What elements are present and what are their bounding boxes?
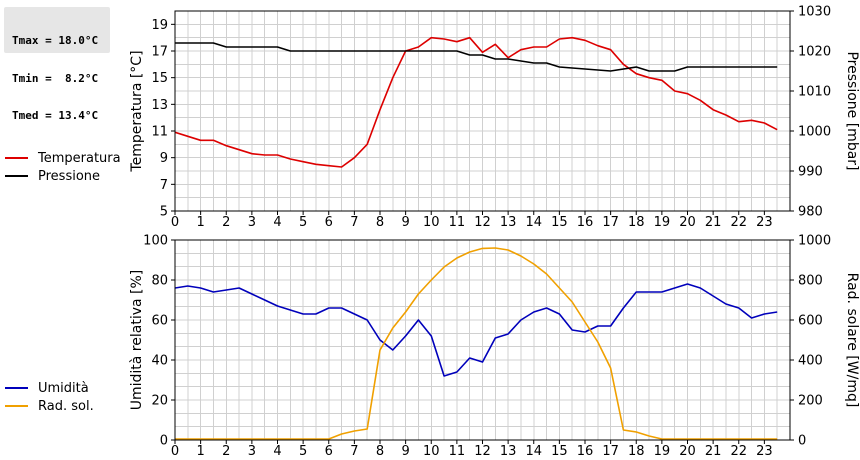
chart1-x-tick-label: 15 — [551, 215, 568, 230]
chart2-x-tick-label: 1 — [196, 444, 204, 459]
chart2-legend-label-humidity: Umidità — [38, 381, 89, 396]
chart1-yleft-tick-label: 19 — [151, 18, 168, 33]
chart1-x-tick-label: 7 — [350, 215, 358, 230]
chart1-x-tick-label: 11 — [449, 215, 466, 230]
chart2-x-tick-label: 7 — [350, 444, 358, 459]
chart2-legend-label-radiation: Rad. sol. — [38, 399, 94, 414]
chart2-x-tick-label: 0 — [171, 444, 179, 459]
chart1-yleft-tick-label: 5 — [160, 205, 168, 220]
chart2-x-tick-label: 4 — [273, 444, 281, 459]
chart2-x-tick-label: 8 — [376, 444, 384, 459]
chart2-x-tick-label: 3 — [248, 444, 256, 459]
chart1-x-tick-label: 16 — [577, 215, 594, 230]
chart2-x-tick-label: 14 — [525, 444, 542, 459]
chart1-x-tick-label: 13 — [500, 215, 517, 230]
chart2-yleft-tick-label: 20 — [151, 394, 168, 409]
chart1-yleft-tick-label: 7 — [160, 178, 168, 193]
chart2-x-tick-label: 10 — [423, 444, 440, 459]
chart2-yright-tick-label: 1000 — [798, 234, 831, 249]
chart1-x-tick-label: 20 — [679, 215, 696, 230]
chart1-yright-tick-label: 1020 — [798, 45, 831, 60]
chart2-yright-tick-label: 800 — [798, 274, 823, 289]
chart1-yright-tick-label: 1030 — [798, 5, 831, 20]
chart2-yleft-tick-label: 40 — [151, 354, 168, 369]
chart2-yright-tick-label: 400 — [798, 354, 823, 369]
chart2-x-tick-label: 17 — [602, 444, 619, 459]
chart2-yleft-tick-label: 80 — [151, 274, 168, 289]
chart1-x-tick-label: 2 — [222, 215, 230, 230]
chart1-x-tick-label: 23 — [756, 215, 773, 230]
chart1-yright-axis-title: Pressione [mbar] — [844, 51, 860, 170]
chart2-x-tick-label: 11 — [449, 444, 466, 459]
chart2-yleft-tick-label: 100 — [143, 234, 168, 249]
chart2-x-tick-label: 21 — [705, 444, 722, 459]
chart1-x-tick-label: 1 — [196, 215, 204, 230]
chart1-x-tick-label: 6 — [325, 215, 333, 230]
chart2-x-tick-label: 2 — [222, 444, 230, 459]
stat-tmed: Tmed = 13.4°C — [12, 109, 99, 122]
chart2-x-tick-label: 13 — [500, 444, 517, 459]
chart1-yleft-tick-label: 9 — [160, 151, 168, 166]
stat-tmin: Tmin = 8.2°C — [12, 71, 99, 85]
chart2-yleft-tick-label: 60 — [151, 314, 168, 329]
chart1-legend-label-pressure: Pressione — [38, 169, 100, 184]
chart1-x-tick-label: 18 — [628, 215, 645, 230]
chart2-series-radiation-line — [175, 247, 778, 440]
chart1-x-tick-label: 3 — [248, 215, 256, 230]
chart1-x-tick-label: 9 — [401, 215, 409, 230]
chart2-yleft-tick-label: 0 — [160, 434, 168, 449]
chart1-x-tick-label: 22 — [730, 215, 747, 230]
chart1-x-tick-label: 12 — [474, 215, 491, 230]
chart2-x-tick-label: 12 — [474, 444, 491, 459]
chart1-x-tick-label: 0 — [171, 215, 179, 230]
chart1-x-tick-label: 10 — [423, 215, 440, 230]
chart1-x-tick-label: 5 — [299, 215, 307, 230]
chart1-series-pressure-line — [175, 42, 778, 72]
chart1-yleft-tick-label: 17 — [151, 45, 168, 60]
chart2-x-tick-label: 20 — [679, 444, 696, 459]
chart2-x-tick-label: 19 — [654, 444, 671, 459]
chart2-yleft-axis-title: Umidità relativa [%] — [129, 270, 145, 411]
stat-tmax: Tmax = 18.0°C — [12, 34, 99, 47]
chart1-yleft-tick-label: 11 — [151, 125, 168, 140]
chart1-yleft-axis-title: Temperatura [°C] — [129, 50, 145, 172]
chart2-x-tick-label: 5 — [299, 444, 307, 459]
chart2-yright-axis-title: Rad. solare [W/mq] — [844, 273, 860, 408]
chart1-legend-label-temp: Temperatura — [37, 151, 121, 166]
chart2-x-tick-label: 23 — [756, 444, 773, 459]
chart2-x-tick-label: 16 — [577, 444, 594, 459]
chart1-yright-tick-label: 980 — [798, 205, 823, 220]
chart1-yleft-tick-label: 13 — [151, 98, 168, 113]
stats-box: Tmax = 18.0°C Tmin = 8.2°C Tmed = 13.4°C — [4, 7, 110, 122]
chart1-yright-tick-label: 1010 — [798, 85, 831, 100]
chart1-series-temp-line — [175, 36, 778, 168]
chart2-x-tick-label: 18 — [628, 444, 645, 459]
chart1-x-tick-label: 17 — [602, 215, 619, 230]
chart1-plot-frame — [174, 10, 791, 212]
chart1-yleft-tick-label: 15 — [151, 71, 168, 86]
chart1-x-tick-label: 14 — [525, 215, 542, 230]
chart1-yright-tick-label: 990 — [798, 165, 823, 180]
chart1-x-tick-label: 21 — [705, 215, 722, 230]
chart1-x-tick-label: 19 — [654, 215, 671, 230]
chart2-x-tick-label: 22 — [730, 444, 747, 459]
chart1-x-tick-label: 8 — [376, 215, 384, 230]
chart2-yright-tick-label: 0 — [798, 434, 806, 449]
chart1-x-tick-label: 4 — [273, 215, 281, 230]
chart2-x-tick-label: 9 — [401, 444, 409, 459]
chart2-yright-tick-label: 600 — [798, 314, 823, 329]
chart2-yright-tick-label: 200 — [798, 394, 823, 409]
chart2-plot-frame — [174, 239, 791, 441]
chart2-series-humidity-line — [175, 283, 778, 377]
chart1-yright-tick-label: 1000 — [798, 125, 831, 140]
chart2-x-tick-label: 6 — [325, 444, 333, 459]
chart2-x-tick-label: 15 — [551, 444, 568, 459]
